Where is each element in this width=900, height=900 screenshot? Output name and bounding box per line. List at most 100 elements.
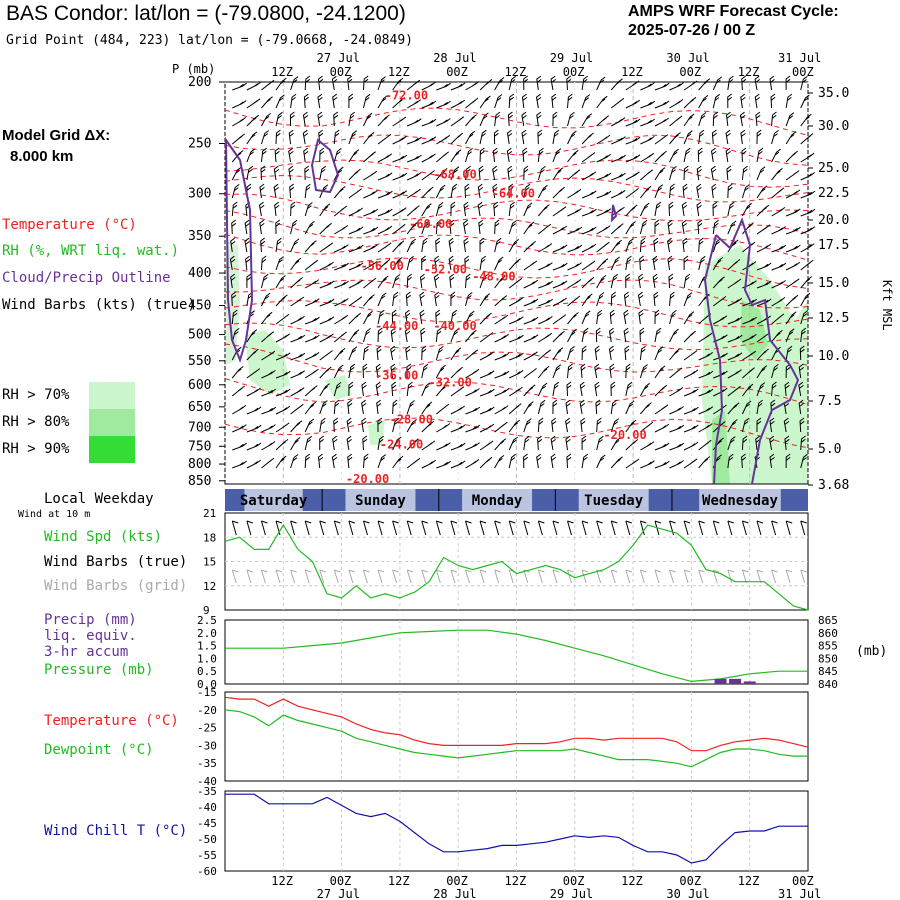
wind-barb bbox=[494, 388, 510, 397]
wind-barb bbox=[493, 201, 499, 217]
wind-barb bbox=[536, 111, 542, 127]
wind-barb bbox=[567, 262, 582, 271]
wind-barb bbox=[552, 330, 565, 343]
wind-barb bbox=[275, 405, 291, 415]
wind-barb bbox=[290, 334, 306, 343]
wind-barb bbox=[567, 295, 581, 307]
wind-barb bbox=[406, 457, 421, 469]
wind-barb bbox=[361, 399, 367, 415]
wind-barb bbox=[741, 400, 752, 415]
wind-barb bbox=[681, 219, 688, 235]
wind-barb bbox=[304, 298, 320, 307]
wind-barb bbox=[640, 402, 652, 415]
wind-barb bbox=[260, 237, 266, 253]
wind-barb bbox=[275, 370, 291, 379]
wind-barb bbox=[479, 293, 491, 307]
wind-barb-true bbox=[260, 520, 268, 536]
wind-barb bbox=[610, 206, 625, 217]
wind-barb bbox=[302, 129, 309, 145]
wind-barb bbox=[494, 237, 502, 253]
wind-barb bbox=[406, 438, 419, 451]
wind-barb bbox=[785, 75, 791, 91]
cloud-outline bbox=[310, 138, 340, 194]
wind-barb bbox=[245, 255, 251, 271]
wind-barb-grid bbox=[450, 569, 458, 584]
wind-barb bbox=[798, 363, 804, 379]
wind-barb bbox=[290, 352, 306, 361]
wind-barb bbox=[523, 279, 538, 289]
wind-barb bbox=[683, 80, 698, 91]
wind-barb bbox=[522, 147, 528, 163]
wind-barb-grid bbox=[319, 569, 326, 584]
wind-barb bbox=[275, 422, 290, 433]
wind-barb-grid bbox=[800, 569, 807, 584]
wind-barb bbox=[477, 183, 484, 199]
precip-tick-label: 0.5 bbox=[197, 665, 217, 678]
wind-barb bbox=[494, 314, 509, 325]
wind-barb bbox=[333, 166, 344, 181]
wind-barb bbox=[246, 98, 261, 109]
wind-speed-tick-label: 18 bbox=[203, 531, 216, 544]
pressure-tick-label-right: 860 bbox=[818, 627, 838, 640]
wind-barb bbox=[756, 185, 768, 199]
wind-barb-grid bbox=[610, 569, 618, 584]
wind-barb bbox=[479, 370, 495, 379]
wind-barb bbox=[610, 256, 620, 271]
precip-bar bbox=[729, 678, 742, 684]
wind-barb bbox=[304, 316, 320, 325]
wind-barb bbox=[465, 329, 477, 343]
wind-barb bbox=[771, 244, 787, 253]
wind-barb bbox=[785, 278, 800, 289]
wind-barb bbox=[421, 237, 428, 253]
wind-barb bbox=[377, 114, 390, 127]
wind-barb bbox=[232, 424, 247, 433]
wind-barb bbox=[640, 100, 655, 109]
wind-barb bbox=[289, 111, 295, 127]
wind-barb bbox=[581, 310, 591, 325]
pressure-tick-label: 800 bbox=[188, 457, 211, 472]
wind-barb bbox=[290, 437, 301, 451]
wind-barb bbox=[463, 219, 469, 235]
wind-barb bbox=[375, 363, 382, 379]
wind-barb-grid bbox=[771, 569, 778, 584]
wind-barb bbox=[392, 77, 404, 91]
top-time-label: 00Z bbox=[792, 65, 814, 79]
wind-barb bbox=[421, 255, 426, 271]
wind-barb bbox=[465, 388, 480, 397]
wind-barb bbox=[231, 328, 240, 343]
top-date-label: 31 Jul bbox=[778, 51, 821, 65]
wind-barb bbox=[567, 208, 582, 217]
pressure-tick-label: 300 bbox=[188, 187, 211, 202]
wind-barb-grid bbox=[435, 569, 443, 584]
pressure-tick-label: 350 bbox=[188, 229, 211, 244]
legend-rh: RH (%, WRT liq. wat.) bbox=[2, 243, 180, 259]
wind-barb bbox=[304, 165, 310, 181]
wind-barb bbox=[274, 201, 280, 217]
pressure-tick-label-right: 865 bbox=[818, 614, 838, 627]
wind-barb bbox=[756, 224, 771, 235]
wind-barb bbox=[640, 460, 655, 469]
wind-barb bbox=[333, 417, 339, 433]
top-time-label: 00Z bbox=[330, 65, 352, 79]
wind-barb bbox=[537, 365, 550, 379]
wind-barb bbox=[565, 435, 571, 451]
wind-barb bbox=[610, 97, 625, 109]
wind-barb bbox=[319, 366, 332, 379]
wind-barb bbox=[712, 219, 719, 235]
wind-barb bbox=[537, 435, 543, 451]
wind-barb bbox=[479, 332, 494, 343]
wind-barb bbox=[406, 188, 421, 199]
wind-barb bbox=[363, 277, 377, 289]
wind-barb bbox=[377, 225, 393, 235]
wind-barb bbox=[319, 261, 334, 271]
wind-barb bbox=[725, 111, 732, 127]
wind-barb bbox=[246, 387, 261, 397]
wind-barb bbox=[800, 292, 811, 307]
wind-barb bbox=[640, 441, 655, 451]
wind-barb bbox=[771, 381, 777, 397]
wind-barb bbox=[639, 364, 648, 379]
wind-barb bbox=[317, 111, 323, 127]
wind-barb-true bbox=[450, 520, 458, 536]
wind-barb bbox=[392, 207, 407, 217]
wind-barb bbox=[421, 186, 434, 199]
